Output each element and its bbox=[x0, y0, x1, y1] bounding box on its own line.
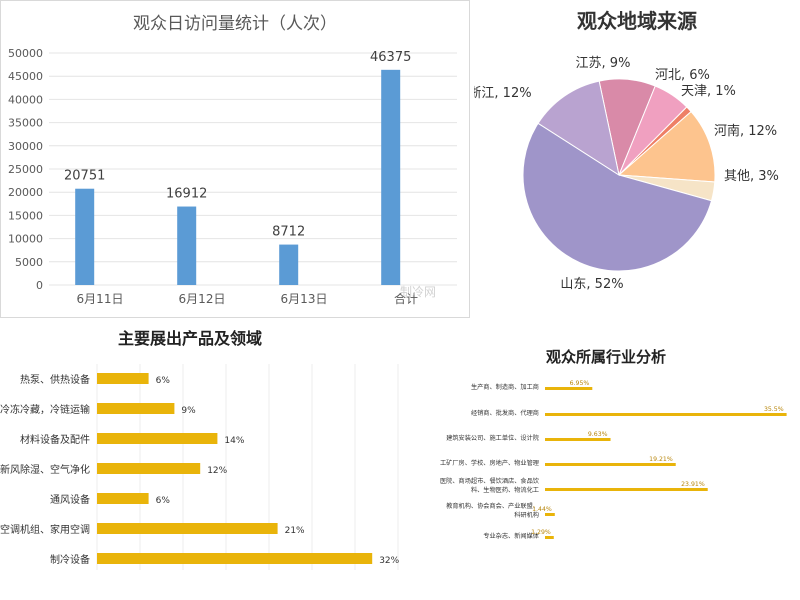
exhibit-category-label: 通风设备 bbox=[50, 493, 90, 506]
x-tick-label: 合计 bbox=[394, 291, 418, 306]
industry-bar bbox=[545, 438, 611, 441]
exhibit-category-label: 制冷设备 bbox=[50, 553, 90, 566]
exhibit-value-label: 6% bbox=[156, 376, 171, 386]
x-tick-label: 6月11日 bbox=[77, 292, 124, 306]
region-title: 观众地域来源 bbox=[577, 9, 697, 33]
exhibit-category-label: 冷冻冷藏，冷链运输 bbox=[0, 403, 90, 416]
region-panel: 观众地域来源 江苏, 9% 河北, 6% 天津, 1% 河南, 12% 其他, 3% 山东… bbox=[474, 0, 800, 318]
daily-visits-title: 观众日访问量统计（人次） bbox=[133, 14, 337, 34]
pie-label: 天津, 1% bbox=[681, 84, 736, 99]
industry-bar bbox=[545, 536, 554, 539]
industry-bar-chart: 观众所属行业分析 生产商、制造商、加工商经销商、批发商、代理商建筑安装公司、施工… bbox=[440, 348, 787, 540]
industry-bar bbox=[545, 488, 708, 491]
industry-category-label: 建筑安装公司、施工单位、设计院 bbox=[446, 434, 539, 442]
pie-label: 山东, 52% bbox=[560, 277, 623, 292]
exhibit-value-label: 21% bbox=[285, 526, 305, 536]
x-tick-label: 6月12日 bbox=[179, 292, 226, 306]
exhibit-bar bbox=[97, 403, 175, 414]
exhibit-category-label: 热泵、供热设备 bbox=[20, 373, 90, 386]
industry-category-label: 工矿厂房、学校、房地产、物业管理 bbox=[440, 459, 539, 467]
exhibit-value-label: 6% bbox=[156, 496, 171, 506]
exhibit-title: 主要展出产品及领域 bbox=[118, 329, 262, 348]
daily-value-label: 20751 bbox=[64, 169, 105, 184]
industry-value-label: 6.95% bbox=[570, 380, 590, 387]
y-tick-label: 40000 bbox=[8, 93, 43, 106]
exhibit-bar bbox=[97, 463, 201, 474]
region-pie-chart: 观众地域来源 江苏, 9% 河北, 6%天津, 1% 河南, 12% 其他, 3% 山东… bbox=[474, 9, 779, 292]
exhibit-bar bbox=[97, 493, 149, 504]
pie-label: 河北, 6% bbox=[655, 68, 710, 83]
pie-label: 河南, 12% bbox=[714, 123, 777, 139]
y-tick-label: 25000 bbox=[8, 163, 43, 176]
watermark: 制冷网 bbox=[400, 285, 437, 299]
exhibit-category-label: 材料设备及配件 bbox=[20, 433, 90, 446]
daily-bar bbox=[75, 188, 95, 285]
exhibit-bar bbox=[97, 433, 218, 444]
industry-category-label: 生产商、制造商、加工商 bbox=[471, 383, 539, 391]
daily-visits-panel: 观众日访问量统计（人次） 20751 16912 8712 46375 6月11日 6月… bbox=[0, 0, 470, 318]
industry-category-label: 料、生物医药、物流化工 bbox=[471, 486, 539, 494]
exhibit-bar-chart: 主要展出产品及领域 热泵、供热设备冷冻冷藏，冷链运输材料设备及配件新风除湿、空气… bbox=[0, 329, 400, 570]
pie-label: 浙江, 12% bbox=[474, 86, 532, 101]
exhibit-value-label: 9% bbox=[181, 406, 196, 416]
daily-value-label: 8712 bbox=[272, 225, 305, 240]
y-tick-label: 0 bbox=[36, 279, 43, 292]
exhibit-bar bbox=[97, 373, 149, 384]
industry-value-label: 35.5% bbox=[764, 406, 784, 413]
industry-bar bbox=[545, 413, 787, 416]
pie-slice bbox=[522, 122, 713, 272]
exhibit-panel: 主要展出产品及领域 热泵、供热设备冷冻冷藏，冷链运输材料设备及配件新风除湿、空气… bbox=[0, 320, 402, 600]
pie-slice bbox=[537, 80, 620, 177]
industry-category-label: 专业杂志、新闻媒体 bbox=[483, 532, 539, 540]
industry-value-label: 19.21% bbox=[649, 456, 673, 463]
daily-bar bbox=[177, 206, 197, 285]
industry-category-label: 科研机构 bbox=[514, 511, 539, 519]
y-tick-label: 10000 bbox=[8, 233, 43, 246]
industry-value-label: 1.44% bbox=[532, 506, 552, 513]
exhibit-bar bbox=[97, 553, 373, 564]
exhibit-value-label: 32% bbox=[379, 556, 399, 566]
y-tick-label: 35000 bbox=[8, 117, 43, 130]
industry-title: 观众所属行业分析 bbox=[546, 348, 666, 366]
industry-category-label: 医院、商场超市、餐饮酒店、食品饮 bbox=[440, 477, 540, 485]
industry-category-label: 教育机构、协会商会、产业联盟、 bbox=[446, 502, 539, 510]
pie-slice bbox=[617, 110, 716, 183]
pie-label: 江苏, 9% bbox=[576, 55, 631, 71]
daily-value-label: 46375 bbox=[370, 50, 411, 65]
x-tick-label: 6月13日 bbox=[281, 292, 328, 306]
daily-value-label: 16912 bbox=[166, 187, 207, 202]
y-tick-label: 45000 bbox=[8, 70, 43, 83]
industry-value-label: 9.63% bbox=[588, 431, 608, 438]
y-tick-label: 50000 bbox=[8, 47, 43, 60]
y-tick-label: 30000 bbox=[8, 140, 43, 153]
industry-bar bbox=[545, 387, 593, 390]
exhibit-bar bbox=[97, 523, 278, 534]
daily-bar bbox=[279, 244, 299, 285]
industry-bar bbox=[545, 463, 676, 466]
exhibit-category-label: 新风除湿、空气净化 bbox=[0, 463, 90, 476]
industry-panel: 观众所属行业分析 生产商、制造商、加工商 经销商、批发商、代理商建筑安装公司、施工… bbox=[404, 320, 800, 600]
industry-bar bbox=[545, 513, 555, 516]
exhibit-value-label: 12% bbox=[207, 466, 227, 476]
industry-category-label: 经销商、批发商、代理商 bbox=[471, 409, 539, 417]
exhibit-category-label: 空调机组、家用空调 bbox=[0, 523, 90, 536]
y-tick-label: 20000 bbox=[8, 186, 43, 199]
industry-value-label: 1.29% bbox=[531, 529, 551, 536]
daily-visits-chart: 观众日访问量统计（人次） 20751 16912 8712 46375 6月11日 6月… bbox=[8, 14, 457, 306]
industry-value-label: 23.91% bbox=[681, 481, 705, 488]
exhibit-value-label: 14% bbox=[224, 436, 244, 446]
pie-label: 其他, 3% bbox=[724, 169, 779, 184]
daily-bar bbox=[381, 69, 401, 285]
y-tick-label: 5000 bbox=[15, 256, 43, 269]
y-tick-label: 15000 bbox=[8, 209, 43, 222]
